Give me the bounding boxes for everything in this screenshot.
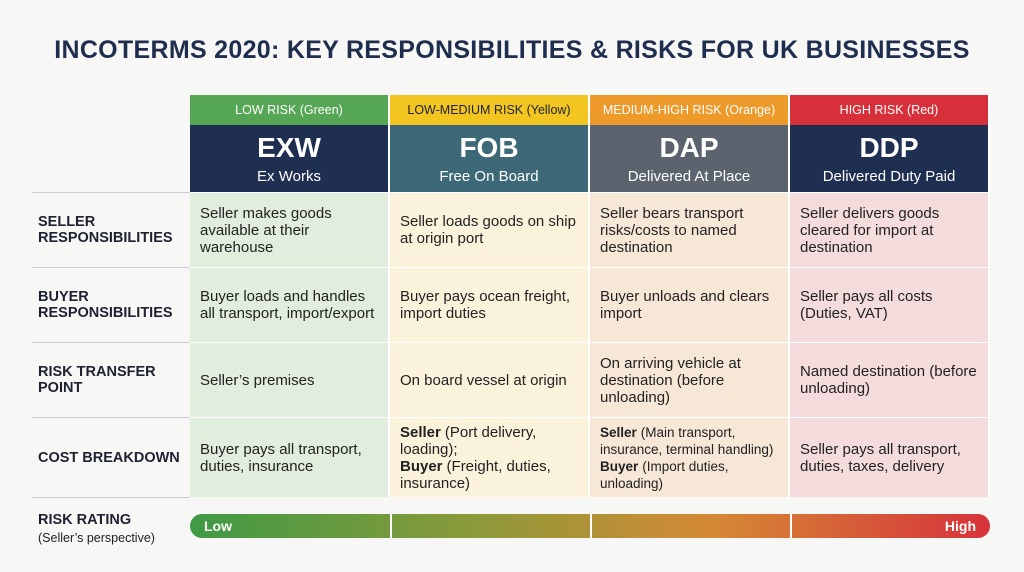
term-name: Ex Works [257,168,321,185]
term-name: Free On Board [439,168,539,185]
high-label: High [944,518,976,534]
divider [590,514,592,538]
rating-label: RISK RATING [38,512,132,528]
risk-bar: Low High [190,514,990,538]
party: Seller [400,423,441,441]
risk-header: HIGH RISK (Red) [790,95,990,125]
term-header: DDP Delivered Duty Paid [790,125,990,192]
cell: Buyer loads and handles all transport, i… [190,267,390,342]
party: Seller [600,424,637,440]
detail: (Import duties, unloading) [600,458,729,491]
term-name: Delivered At Place [627,168,751,185]
cell: Seller loads goods on ship at origin por… [390,192,590,267]
detail: (Main transport, insurance, terminal han… [600,424,774,457]
row-label: BUYER RESPONSIBILITIES [32,267,190,342]
row-label: COST BREAKDOWN [32,417,190,497]
term-code: EXW [257,132,321,163]
divider [790,514,792,538]
cell: Seller (Port delivery, loading); Buyer (Fre… [390,417,590,497]
cell: Seller pays all costs (Duties, VAT) [790,267,990,342]
cell: On board vessel at origin [390,342,590,417]
cell: Named destination (before unloading) [790,342,990,417]
cell-text: Seller (Main transport, insurance, termin… [600,424,778,492]
cell: Seller’s premises [190,342,390,417]
divider [390,514,392,538]
cell: Seller makes goods available at their wa… [190,192,390,267]
cell: Seller delivers goods cleared for import… [790,192,990,267]
row-label [32,497,190,498]
risk-header: MEDIUM-HIGH RISK (Orange) [590,95,790,125]
title: INCOTERMS 2020: KEY RESPONSIBILITIES & R… [54,36,970,64]
low-label: Low [204,518,232,534]
term-code: DAP [659,132,719,163]
cell-part: Seller (Main transport, insurance, termin… [600,424,778,458]
cell: Seller (Main transport, insurance, termin… [590,417,790,497]
cell-part: Buyer (Freight, duties, insurance) [400,458,578,492]
detail: (Freight, duties, insurance) [400,457,551,492]
cell-text: Seller (Port delivery, loading); Buyer (Fre… [400,424,578,492]
detail: (Port delivery, loading); [400,423,537,458]
term-header: DAP Delivered At Place [590,125,790,192]
row-label: SELLER RESPONSIBILITIES [32,192,190,267]
party: Buyer [400,457,443,475]
cell: On arriving vehicle at destination (befo… [590,342,790,417]
cell-part: Seller (Port delivery, loading); [400,424,578,458]
cell: Buyer pays ocean freight, import duties [390,267,590,342]
party: Buyer [600,458,639,474]
cell: Buyer unloads and clears import [590,267,790,342]
cell: Buyer pays all transport, duties, insura… [190,417,390,497]
cell: Seller pays all transport, duties, taxes… [790,417,990,497]
cell-part: Buyer (Import duties, unloading) [600,458,778,492]
term-header: FOB Free On Board [390,125,590,192]
term-name: Delivered Duty Paid [822,168,956,185]
risk-header: LOW-MEDIUM RISK (Yellow) [390,95,590,125]
term-code: FOB [459,132,519,163]
rating-note: (Seller’s perspective) [38,531,155,545]
term-code: DDP [859,132,919,163]
risk-header: LOW RISK (Green) [190,95,390,125]
term-header: EXW Ex Works [190,125,390,192]
cell: Seller bears transport risks/costs to na… [590,192,790,267]
row-label: RISK TRANSFER POINT [32,342,190,417]
